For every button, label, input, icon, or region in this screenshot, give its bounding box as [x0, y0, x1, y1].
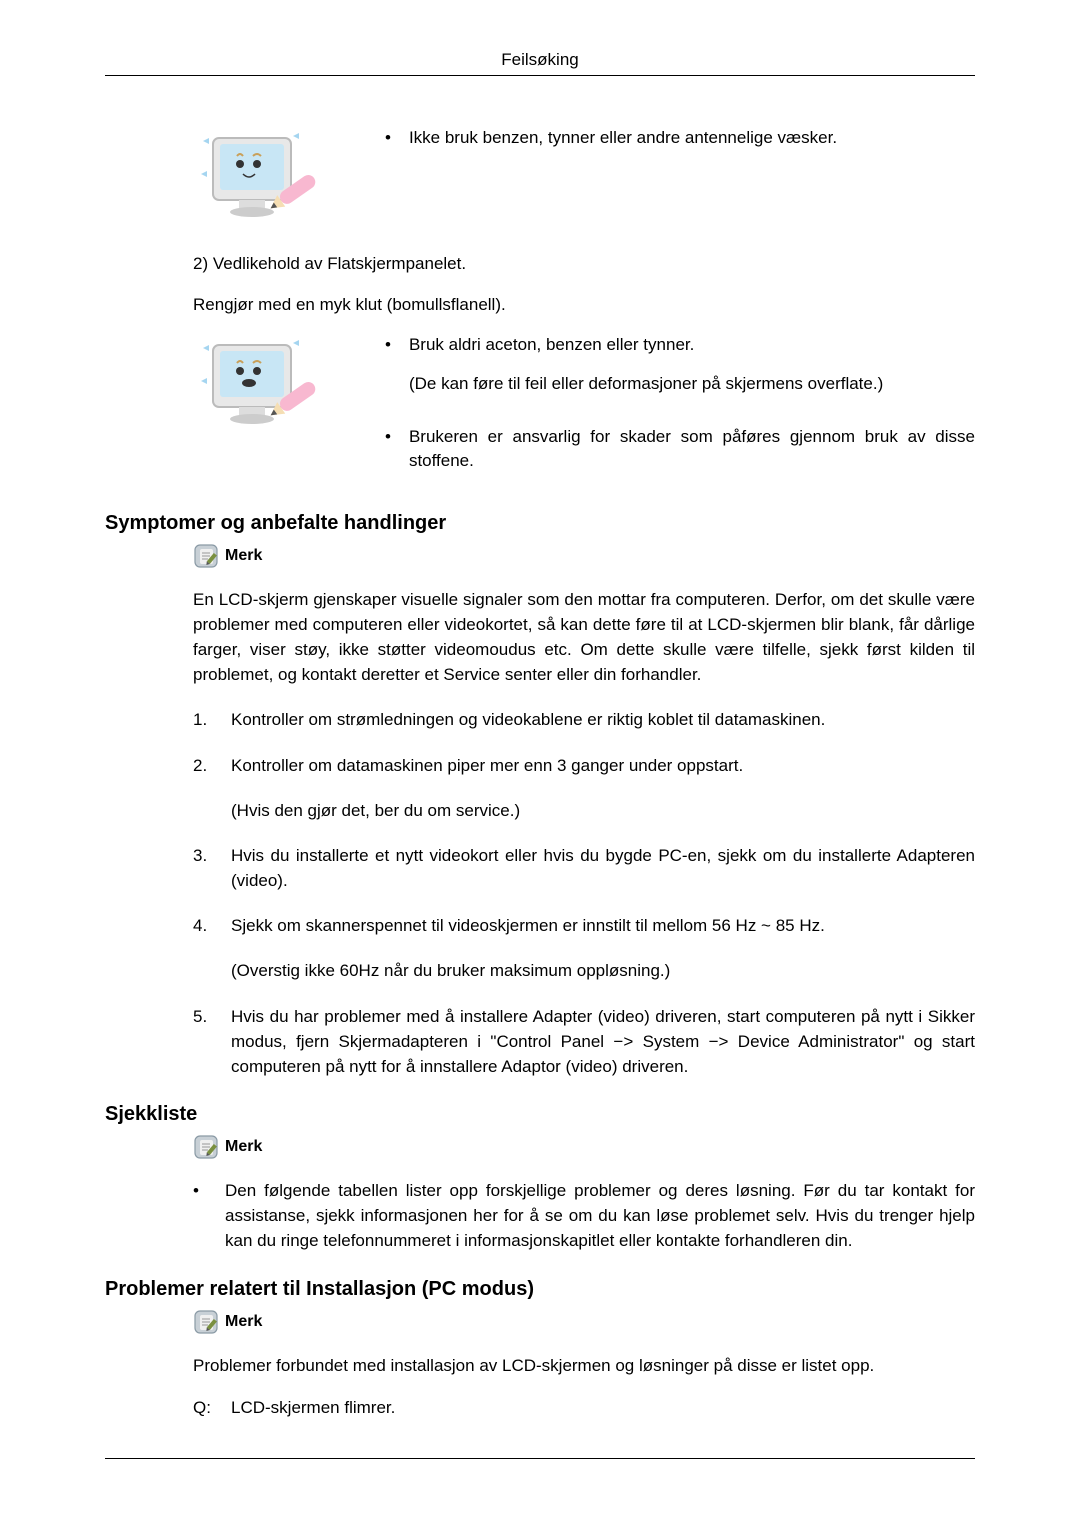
- maintenance-subhead: 2) Vedlikehold av Flatskjermpanelet.: [193, 252, 975, 277]
- merk-note-row: Merk: [193, 543, 975, 569]
- item-text: Kontroller om strømledningen og videokab…: [231, 707, 975, 732]
- merk-note-row: Merk: [193, 1309, 975, 1335]
- numbered-item-sub: (Overstig ikke 60Hz når du bruker maksim…: [193, 958, 975, 983]
- content-area: • Ikke bruk benzen, tynner eller andre a…: [105, 76, 975, 1459]
- footer-rule: [105, 1458, 975, 1459]
- monitor-clean-icon-2: [195, 333, 325, 443]
- item-subtext: (Overstig ikke 60Hz når du bruker maksim…: [231, 958, 975, 983]
- bullet-dot-icon: •: [385, 333, 391, 410]
- checklist-bullet-list: • Den følgende tabellen lister opp forsk…: [193, 1178, 975, 1253]
- item-text: Kontroller om datamaskinen piper mer enn…: [231, 753, 975, 778]
- section-heading-symptoms: Symptomer og anbefalte handlinger: [105, 512, 975, 535]
- section-heading-install: Problemer relatert til Installasjon (PC …: [105, 1278, 975, 1301]
- bullet-item: • Brukeren er ansvarlig for skader som p…: [385, 425, 975, 474]
- note-icon: [193, 1309, 219, 1335]
- merk-label: Merk: [225, 1313, 262, 1331]
- qa-row: Q: LCD-skjermen flimrer.: [193, 1398, 975, 1418]
- maintenance-row-2: • Bruk aldri aceton, benzen eller tynner…: [105, 333, 975, 488]
- bullet-dot-icon: •: [385, 425, 391, 474]
- numbered-item: 4. Sjekk om skannerspennet til videoskjer…: [193, 913, 975, 938]
- numbered-item-sub: (Hvis den gjør det, ber du om service.): [193, 798, 975, 823]
- item-subtext: (Hvis den gjør det, ber du om service.): [231, 798, 975, 823]
- symptoms-paragraph: En LCD-skjerm gjenskaper visuelle signal…: [193, 587, 975, 688]
- item-number: 4.: [193, 913, 213, 938]
- qa-q-label: Q:: [193, 1398, 213, 1418]
- item-number: 2.: [193, 753, 213, 778]
- section-heading-checklist: Sjekkliste: [105, 1103, 975, 1126]
- numbered-item: 5.Hvis du har problemer med å installere…: [193, 1004, 975, 1079]
- bullet-item: • Bruk aldri aceton, benzen eller tynner…: [385, 333, 975, 410]
- bullet-text: Brukeren er ansvarlig for skader som påf…: [409, 425, 975, 474]
- bullet-dot-icon: •: [193, 1178, 207, 1253]
- numbered-item: 2. Kontroller om datamaskinen piper mer e…: [193, 753, 975, 778]
- merk-note-row: Merk: [193, 1134, 975, 1160]
- maintenance-instruction: Rengjør med en myk klut (bomullsflanell)…: [193, 293, 975, 318]
- item-number: 3.: [193, 843, 213, 893]
- qa-q-text: LCD-skjermen flimrer.: [231, 1398, 395, 1418]
- bullet-text: Ikke bruk benzen, tynner eller andre ant…: [409, 126, 837, 151]
- item-text: Sjekk om skannerspennet til videoskjerme…: [231, 913, 975, 938]
- item-text: Hvis du installerte et nytt videokort el…: [231, 843, 975, 893]
- numbered-list: 1. Kontroller om strømledningen og videok…: [193, 707, 975, 1079]
- item-number: 1.: [193, 707, 213, 732]
- maintenance-row-1: • Ikke bruk benzen, tynner eller andre a…: [105, 126, 975, 236]
- monitor-clean-icon: [195, 126, 325, 236]
- merk-label: Merk: [225, 547, 262, 565]
- merk-label: Merk: [225, 1138, 262, 1156]
- bullet-item: • Ikke bruk benzen, tynner eller andre a…: [385, 126, 975, 151]
- checklist-text: Den følgende tabellen lister opp forskje…: [225, 1178, 975, 1253]
- bullet-list-2: • Bruk aldri aceton, benzen eller tynner…: [345, 333, 975, 488]
- note-icon: [193, 543, 219, 569]
- bullet-dot-icon: •: [385, 126, 391, 151]
- numbered-item: 1. Kontroller om strømledningen og videok…: [193, 707, 975, 732]
- page-header-title: Feilsøking: [105, 50, 975, 76]
- note-icon: [193, 1134, 219, 1160]
- item-text: Hvis du har problemer med å installere A…: [231, 1004, 975, 1079]
- checklist-item: • Den følgende tabellen lister opp forsk…: [193, 1178, 975, 1253]
- item-number: 5.: [193, 1004, 213, 1079]
- bullet-text: Bruk aldri aceton, benzen eller tynner.: [409, 333, 975, 358]
- numbered-item: 3. Hvis du installerte et nytt videokort …: [193, 843, 975, 893]
- bullet-list-1: • Ikke bruk benzen, tynner eller andre a…: [345, 126, 975, 236]
- bullet-subtext: (De kan føre til feil eller deformasjone…: [409, 372, 975, 397]
- install-paragraph: Problemer forbundet med installasjon av …: [193, 1353, 975, 1378]
